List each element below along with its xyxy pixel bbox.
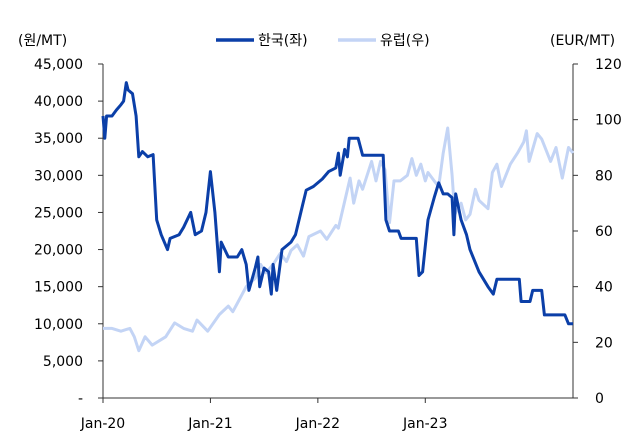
series-line-korea [101, 81, 573, 326]
x-tick-label: Jan-23 [402, 416, 447, 432]
right-axis-unit: (EUR/MT) [550, 33, 615, 49]
legend-label-korea: 한국(좌) [258, 33, 308, 49]
left-tick-label: 35,000 [34, 131, 83, 147]
legend: 한국(좌) 유럽(우) [216, 33, 430, 49]
x-tick-label: Jan-22 [295, 416, 340, 432]
right-tick-label: 60 [595, 224, 613, 240]
right-tick-label: 80 [595, 168, 613, 184]
legend-label-europe: 유럽(우) [380, 33, 430, 49]
right-tick-label: 100 [595, 113, 622, 129]
left-tick-label: 40,000 [34, 94, 83, 110]
series-line-europe [103, 126, 575, 353]
left-tick-label: 45,000 [34, 57, 83, 73]
left-tick-label: 20,000 [34, 243, 83, 259]
right-tick-label: 0 [595, 391, 604, 407]
left-tick-label: 15,000 [34, 280, 83, 296]
left-tick-label: 10,000 [34, 317, 83, 333]
left-axis-unit: (원/MT) [18, 33, 67, 49]
right-tick-label: 40 [595, 280, 613, 296]
left-tick-label: - [78, 391, 83, 407]
right-tick-label: 120 [595, 57, 622, 73]
x-tick-label: Jan-21 [187, 416, 232, 432]
left-tick-label: 30,000 [34, 168, 83, 184]
left-tick-label: 5,000 [43, 354, 83, 370]
x-tick-label: Jan-20 [80, 416, 125, 432]
left-tick-label: 25,000 [34, 205, 83, 221]
right-tick-label: 20 [595, 335, 613, 351]
